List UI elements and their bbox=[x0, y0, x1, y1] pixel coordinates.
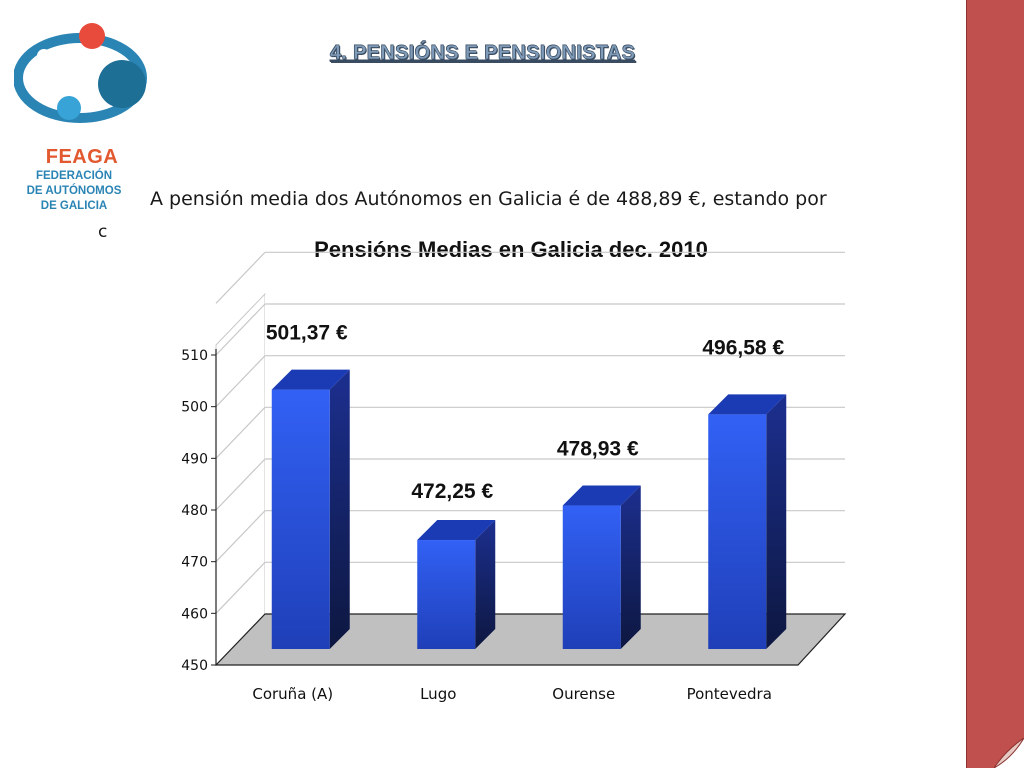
bar-top bbox=[562, 485, 641, 506]
body-text: A pensión media dos Autónomos en Galicia… bbox=[150, 188, 827, 210]
chart-floor bbox=[214, 613, 847, 666]
body-text-fragment: c bbox=[98, 222, 108, 242]
bar-side bbox=[620, 485, 641, 649]
bar bbox=[271, 389, 330, 649]
data-label: 496,58 € bbox=[702, 336, 784, 359]
chart-floor-plane bbox=[214, 613, 847, 666]
data-label: 501,37 € bbox=[266, 322, 348, 345]
gridline-side bbox=[215, 406, 266, 459]
page-title: 4. PENSIÓNS E PENSIONISTAS bbox=[330, 42, 636, 64]
bar-side bbox=[329, 369, 350, 649]
y-tick-label: 480 bbox=[181, 503, 208, 519]
bar-top bbox=[271, 369, 350, 390]
data-label: 478,93 € bbox=[557, 438, 639, 461]
bar bbox=[708, 414, 767, 649]
x-tick-label: Ourense bbox=[552, 685, 615, 703]
y-tick-label: 470 bbox=[181, 555, 208, 571]
page-curl-icon bbox=[994, 738, 1024, 768]
logo-circles-icon bbox=[13, 23, 147, 123]
bar-top bbox=[417, 520, 496, 541]
chart-bars bbox=[271, 369, 787, 649]
data-label: 472,25 € bbox=[411, 480, 493, 503]
gridline-side bbox=[215, 303, 266, 356]
y-tick-label: 510 bbox=[181, 348, 208, 364]
bar bbox=[417, 540, 476, 649]
x-axis-labels: Coruña (A) Lugo Ourense Pontevedra bbox=[252, 685, 772, 703]
chart-data-labels: 501,37 € 472,25 € 478,93 € 496,58 € bbox=[266, 322, 785, 503]
gridline-side bbox=[215, 510, 266, 563]
logo-line-2: DE AUTÓNOMOS bbox=[26, 185, 122, 197]
logo-line-1: FEDERACIÓN bbox=[35, 170, 113, 182]
gridline-side bbox=[215, 561, 266, 614]
y-tick-label: 450 bbox=[181, 658, 208, 674]
bar-top bbox=[708, 394, 787, 415]
bar bbox=[562, 505, 621, 649]
logo-line-3: DE GALICIA bbox=[40, 200, 108, 212]
x-tick-label: Pontevedra bbox=[687, 685, 772, 703]
gridline-side bbox=[215, 355, 266, 408]
y-tick-label: 490 bbox=[181, 451, 208, 467]
gridline-side bbox=[215, 251, 266, 304]
bar-side bbox=[475, 520, 496, 649]
right-decorative-bar bbox=[966, 0, 1024, 768]
y-tick-label: 500 bbox=[181, 400, 208, 416]
logo-name: FEAGA bbox=[45, 146, 119, 168]
y-axis: 450 460 470 480 490 500 510 bbox=[181, 348, 217, 674]
y-tick-label: 460 bbox=[181, 606, 208, 622]
x-tick-label: Coruña (A) bbox=[252, 685, 333, 703]
bar-chart: Pensións Medias en Galicia dec. 2010 450… bbox=[181, 237, 847, 703]
x-tick-label: Lugo bbox=[420, 685, 456, 703]
bar-side bbox=[766, 394, 787, 649]
feaga-logo: FEAGA FEDERACIÓN DE AUTÓNOMOS DE GALICIA bbox=[13, 18, 154, 212]
side-wall bbox=[215, 292, 266, 667]
gridline-side bbox=[215, 458, 266, 511]
chart-title: Pensións Medias en Galicia dec. 2010 bbox=[314, 237, 708, 262]
